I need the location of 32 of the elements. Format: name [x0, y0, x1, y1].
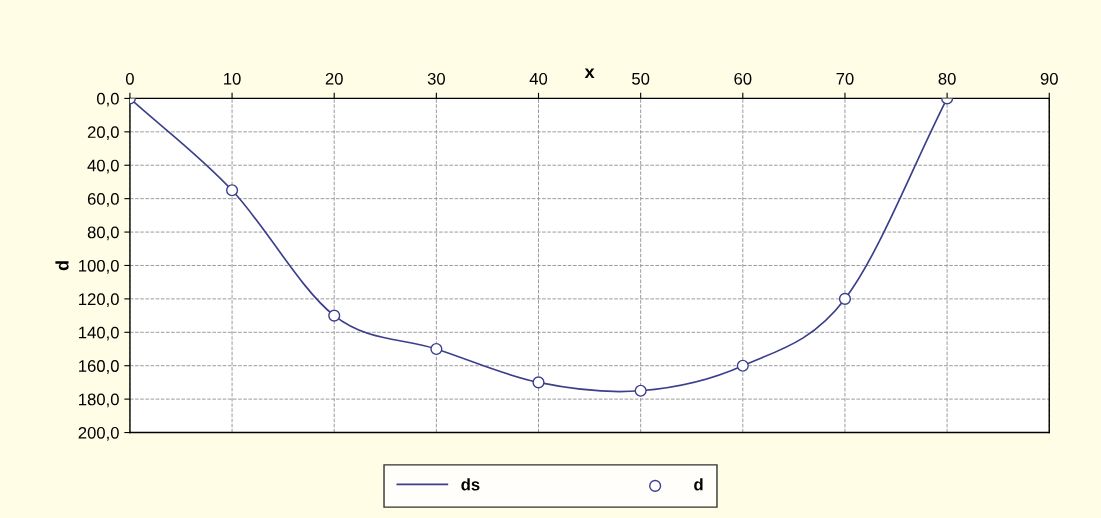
- x-tick-label: 10: [224, 72, 241, 85]
- legend-label: ds: [461, 478, 480, 491]
- y-tick-label: 80,0: [87, 226, 119, 241]
- x-tick-label: 40: [529, 72, 548, 85]
- point: [532, 376, 545, 389]
- y-tick-label: 140,0: [79, 326, 119, 341]
- y-tick-label: 0,0: [96, 92, 119, 107]
- y-tick-label: 100,0: [79, 259, 119, 274]
- x-tick-label: 30: [427, 72, 445, 85]
- y-tick-label: 160,0: [79, 360, 119, 374]
- x-tick-label: 80: [938, 72, 956, 85]
- y-tick-label: 40,0: [87, 159, 119, 174]
- point: [634, 384, 647, 397]
- point: [328, 309, 341, 322]
- y-tick-label: 20,0: [87, 126, 119, 140]
- y-axis-title: d: [55, 261, 69, 271]
- point: [430, 342, 443, 356]
- y-tick-label: 180,0: [79, 393, 119, 408]
- x-tick-label: 0: [125, 72, 134, 85]
- y-tick-label: 120,0: [79, 293, 119, 308]
- x-tick-label: 20: [325, 72, 343, 85]
- point: [225, 184, 239, 197]
- point: [838, 292, 852, 305]
- x-tick-label: 90: [1040, 72, 1058, 85]
- point: [736, 359, 749, 372]
- x-tick-label: 70: [836, 72, 854, 85]
- x-tick-label: 50: [632, 72, 650, 85]
- y-tick-label: 60,0: [87, 193, 119, 207]
- legend-label: d: [694, 478, 703, 491]
- x-axis-title: x: [584, 68, 595, 79]
- y-tick-label: 200,0: [78, 426, 119, 441]
- x-tick-label: 60: [734, 72, 752, 85]
